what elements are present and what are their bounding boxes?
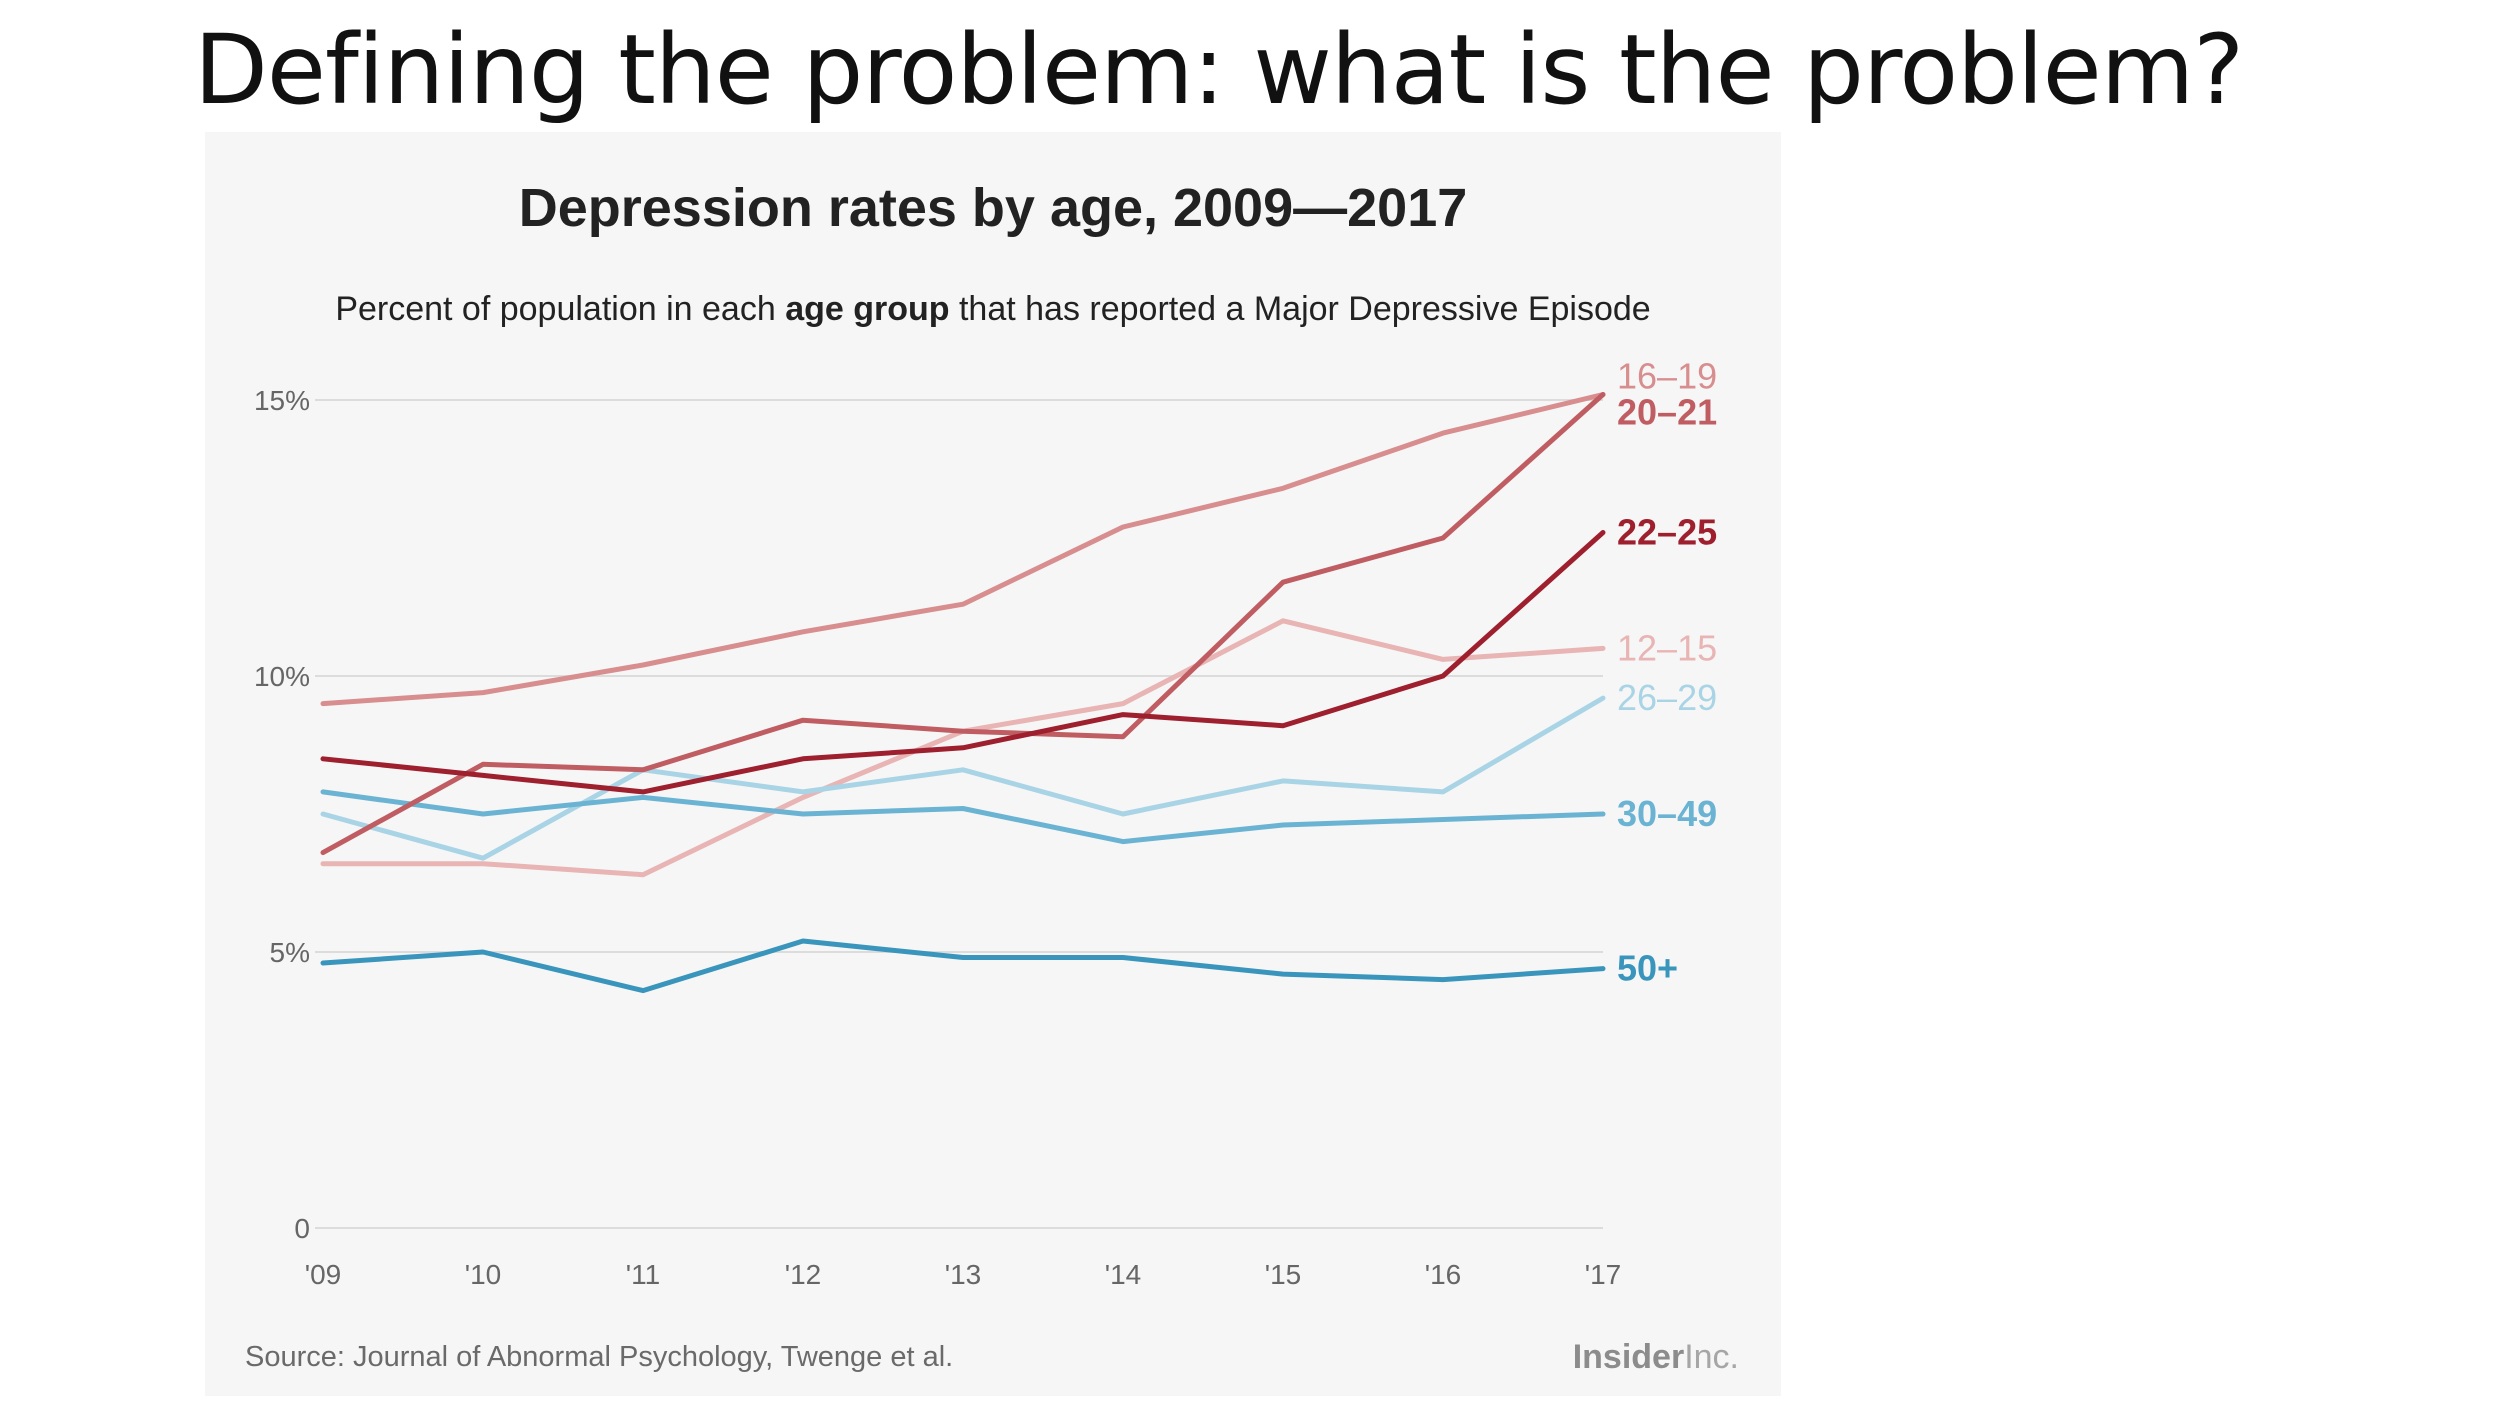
series-label-30-49: 30–49 [1617, 793, 1717, 834]
series-line-16-19 [320, 392, 1606, 707]
x-tick-label: '09 [305, 1259, 342, 1290]
slide-title: Defining the problem: what is the proble… [194, 14, 2244, 126]
source-note: Source: Journal of Abnormal Psychology, … [245, 1341, 953, 1373]
gridlines [315, 399, 1603, 1229]
series-label-50: 50+ [1617, 948, 1678, 989]
subtitle-prefix: Percent of population in each [335, 290, 785, 328]
x-tick-label: '10 [465, 1259, 502, 1290]
x-tick-label: '17 [1585, 1259, 1622, 1290]
series-label-12-15: 12–15 [1617, 627, 1717, 668]
series-line-26-29 [320, 695, 1606, 861]
subtitle-bold: age group [785, 290, 949, 328]
y-tick-label: 10% [254, 661, 310, 692]
series-label-26-29: 26–29 [1617, 677, 1717, 718]
chart-panel: Depression rates by age, 2009—2017 Perce… [205, 132, 1781, 1396]
chart-subtitle: Percent of population in each age group … [335, 290, 1650, 328]
x-tick-label: '11 [626, 1259, 660, 1290]
brand-bold: Insider [1573, 1338, 1684, 1376]
y-tick-label: 15% [254, 385, 310, 416]
series-line-30-49 [320, 789, 1606, 845]
series-line-50 [320, 938, 1606, 994]
series-line-20-21 [320, 392, 1606, 856]
y-tick-label: 0 [294, 1213, 310, 1244]
series-label-22-25: 22–25 [1617, 511, 1717, 552]
x-tick-label: '14 [1105, 1259, 1142, 1290]
series-label-16-19: 16–19 [1617, 355, 1717, 396]
series-lines [320, 392, 1606, 994]
line-chart: Depression rates by age, 2009—2017 Perce… [245, 178, 1739, 1376]
series-line-22-25 [320, 530, 1606, 795]
subtitle-suffix: that has reported a Major Depressive Epi… [950, 290, 1651, 328]
y-axis-ticks: 0 5% 10% 15% [254, 385, 310, 1244]
series-label-20-21: 20–21 [1617, 391, 1717, 432]
y-tick-label: 5% [270, 937, 310, 968]
x-tick-label: '15 [1265, 1259, 1302, 1290]
chart-title: Depression rates by age, 2009—2017 [519, 178, 1468, 238]
x-tick-label: '13 [945, 1259, 982, 1290]
x-tick-label: '16 [1425, 1259, 1462, 1290]
brand-light: Inc. [1684, 1338, 1739, 1376]
x-axis-ticks: '09 '10 '11 '12 '13 '14 '15 '16 '17 [305, 1259, 1622, 1290]
x-tick-label: '12 [785, 1259, 822, 1290]
brand-logo: InsiderInc. [1573, 1338, 1739, 1376]
